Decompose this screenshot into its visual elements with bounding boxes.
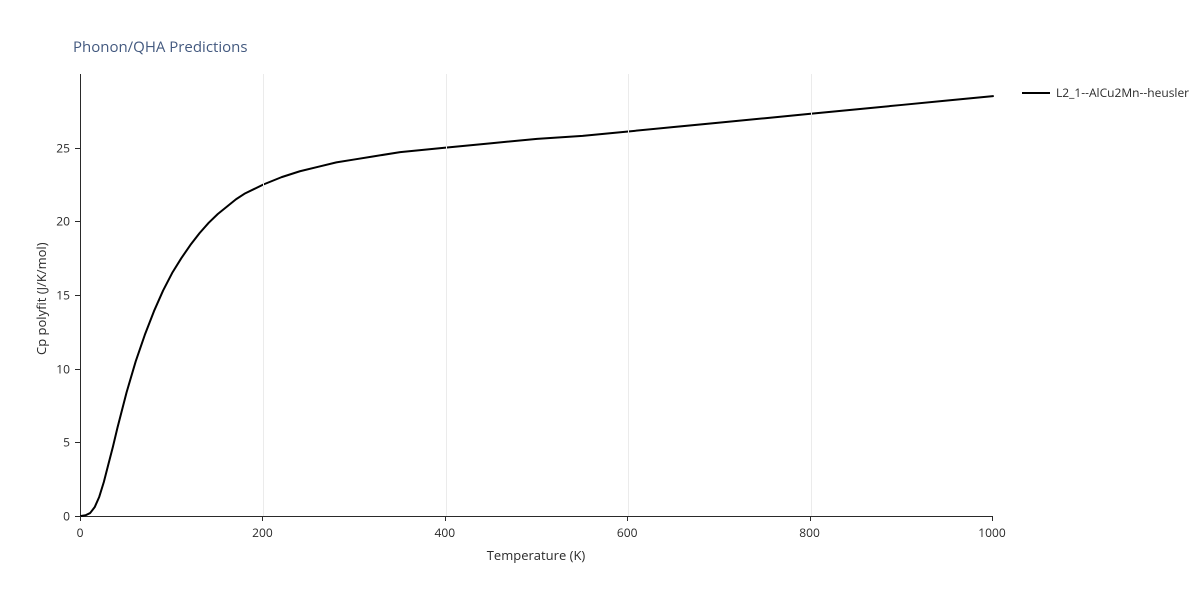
y-tick-label: 0 [63, 508, 70, 525]
gridline-vertical [446, 74, 447, 516]
x-tick-label: 0 [77, 524, 84, 541]
y-tick [75, 295, 80, 296]
x-tick [992, 516, 993, 521]
chart-title: Phonon/QHA Predictions [73, 37, 248, 57]
x-tick [627, 516, 628, 521]
plot-area [80, 74, 993, 517]
y-axis-label: Cp polyfit (J/K/mol) [32, 242, 50, 355]
y-tick [75, 148, 80, 149]
x-tick-label: 1000 [978, 524, 1005, 541]
x-tick [445, 516, 446, 521]
legend-swatch [1022, 92, 1050, 94]
y-tick-label: 10 [56, 360, 70, 377]
x-tick [80, 516, 81, 521]
x-tick-label: 800 [799, 524, 820, 541]
gridline-vertical [628, 74, 629, 516]
x-axis-label: Temperature (K) [487, 546, 586, 564]
x-tick-label: 200 [252, 524, 273, 541]
y-tick [75, 369, 80, 370]
chart-container: Phonon/QHA Predictions Temperature (K) C… [0, 0, 1200, 600]
legend-label: L2_1--AlCu2Mn--heusler [1056, 84, 1189, 101]
gridline-vertical [811, 74, 812, 516]
x-tick-label: 600 [617, 524, 638, 541]
y-tick [75, 442, 80, 443]
y-tick-label: 25 [56, 139, 70, 156]
gridline-vertical [263, 74, 264, 516]
x-tick-label: 400 [435, 524, 456, 541]
x-tick [262, 516, 263, 521]
series-line [81, 74, 993, 516]
y-tick-label: 20 [56, 213, 70, 230]
y-tick-label: 15 [56, 287, 70, 304]
y-tick-label: 5 [63, 434, 70, 451]
y-tick [75, 221, 80, 222]
x-tick [810, 516, 811, 521]
y-tick [75, 516, 80, 517]
legend-item: L2_1--AlCu2Mn--heusler [1022, 84, 1189, 101]
